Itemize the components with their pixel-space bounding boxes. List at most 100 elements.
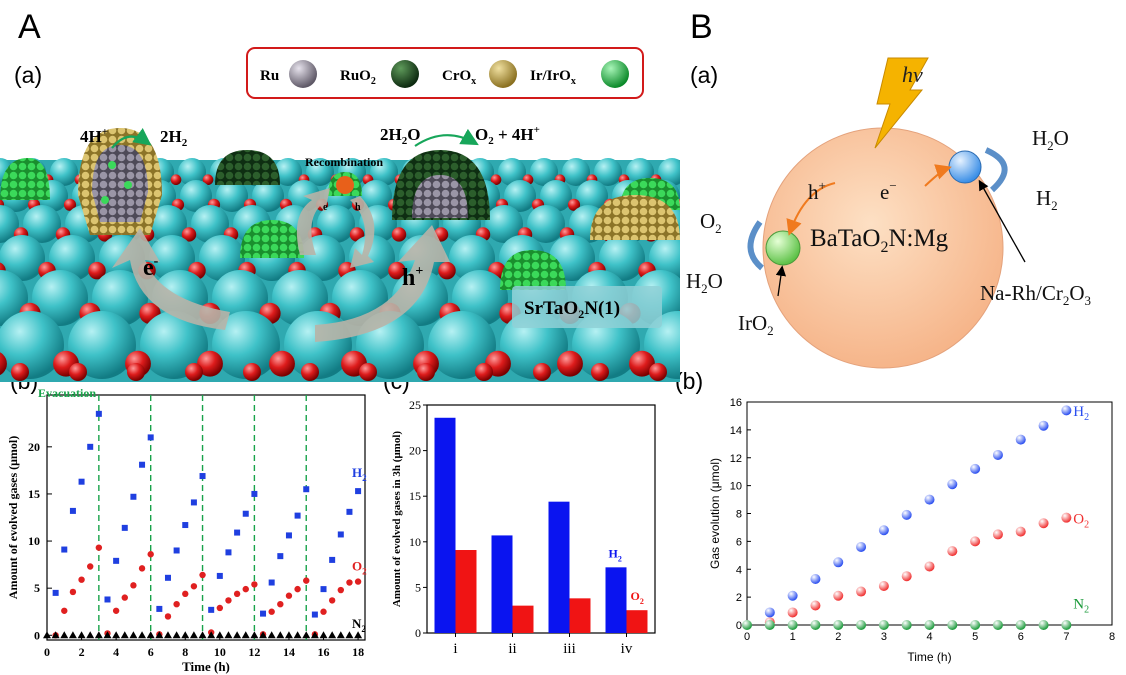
hole-label: h+ [402, 264, 423, 291]
o2-point [346, 579, 353, 586]
lattice-atom [23, 205, 61, 243]
lattice-atom [0, 311, 64, 379]
legend-irox: Ir/IrOx [530, 60, 629, 88]
o2-point [901, 571, 912, 582]
n2-point [284, 631, 293, 639]
h2o-to-o2-arrow [747, 220, 765, 271]
h2-point [992, 449, 1003, 460]
n2-point [146, 631, 155, 639]
n2-point [77, 631, 86, 639]
n2-point [250, 631, 259, 639]
hv-label: hv [902, 62, 923, 87]
n2-series-label: N2 [1073, 596, 1089, 615]
lattice-atom [317, 205, 355, 243]
n2-point [354, 631, 363, 639]
h2-point [320, 586, 327, 593]
y-tick-label: 5 [34, 581, 40, 595]
y-tick-label: 20 [409, 444, 421, 458]
o2-point [856, 586, 867, 597]
x-tick-label: 3 [881, 631, 887, 643]
h2-point [260, 610, 267, 617]
lattice-atom [178, 158, 206, 186]
x-tick-label: 2 [835, 631, 841, 643]
plot-frame [426, 404, 656, 634]
o2-point [138, 565, 146, 572]
n2-point [345, 631, 354, 639]
lattice-atom [50, 158, 78, 186]
recombination-label: Recombination [305, 155, 383, 169]
n2-point [764, 620, 775, 630]
x-tick-label: i [453, 641, 457, 657]
o2-point [147, 551, 154, 558]
n2-point [224, 631, 233, 639]
lattice-atom [212, 311, 280, 379]
y-tick-label: 15 [409, 489, 421, 503]
lattice-atom [498, 158, 526, 186]
lattice-atom [0, 235, 45, 281]
n2-point [833, 620, 844, 630]
legend-ruo2: RuO2 [340, 60, 419, 88]
n2-point [310, 631, 319, 639]
y-tick-label: 10 [730, 481, 742, 493]
lattice-oxygen [63, 198, 77, 211]
h2-bar [434, 417, 456, 633]
n2-point [51, 631, 60, 639]
h2-point [787, 590, 798, 601]
y-axis-label: Amount of evolved gases (μmol) [6, 436, 20, 599]
lattice-atom [599, 235, 645, 281]
y-tick-label: 6 [736, 536, 742, 548]
h2-series-label: H2 [352, 465, 367, 483]
h2-point [329, 556, 336, 563]
n2-point [68, 631, 77, 639]
iro2-ball-icon [765, 230, 801, 266]
h2-point [924, 494, 935, 505]
h2-point [216, 572, 223, 579]
y-tick-label: 5 [415, 580, 421, 594]
x-tick-label: 0 [44, 645, 50, 659]
lattice-oxygen [127, 363, 145, 381]
y-tick-label: 10 [409, 535, 421, 549]
n2-point [103, 631, 112, 639]
schematic-b: hv h+ e− BaTaO2N:Mg H2O H2 O2 H2O IrO2 N… [686, 57, 1091, 369]
n2-point [207, 631, 216, 639]
lattice-atom [527, 205, 565, 243]
n2-point [947, 620, 958, 630]
h2-point [303, 486, 310, 493]
o2-point [199, 571, 206, 579]
hole-transfer-arrow [786, 182, 836, 236]
n2-point [259, 631, 268, 639]
o2-point [121, 594, 128, 601]
legend-ru: Ru [260, 60, 317, 88]
x-tick-label: 10 [214, 645, 226, 659]
iro2-label: IrO2 [738, 311, 774, 338]
o2-point [251, 581, 258, 588]
x-tick-label: 1 [790, 631, 796, 643]
h2-point [208, 606, 215, 613]
reaction-right-out: O2 + 4H+ [475, 124, 540, 147]
h2-point [856, 541, 867, 552]
n2-point [181, 631, 190, 639]
n2-point [233, 631, 242, 639]
lattice-atom [252, 180, 284, 212]
o2-point [225, 597, 232, 604]
h2-point [104, 596, 111, 603]
x-tick-label: 2 [79, 645, 85, 659]
o2-bar [626, 610, 648, 633]
chart-a-c: 0 5 10 15 20 25 Amount of evolved gases in 3h … [391, 398, 656, 657]
o2-series-label: O2 [352, 558, 367, 576]
chart-a-b: 0 2 4 6 8 10 12 14 16 18 0 5 10 15 20 Time (h) Amount of… [6, 386, 367, 674]
svg-text:RuO2: RuO2 [340, 68, 376, 87]
h2-point [52, 589, 59, 596]
evacuation-label: Evacuation [38, 386, 96, 400]
o2-point [970, 536, 981, 547]
x-tick-label: iv [621, 641, 633, 657]
lattice-oxygen [0, 352, 7, 376]
n2-point [189, 631, 198, 639]
y-tick-label: 0 [736, 620, 742, 632]
n2-point [992, 620, 1003, 630]
o2-left-label: O2 [700, 209, 722, 236]
lattice-atom [149, 235, 195, 281]
n2-series-label: N2 [352, 616, 366, 634]
o2-point [61, 607, 68, 614]
y-tick-label: 10 [28, 534, 40, 548]
